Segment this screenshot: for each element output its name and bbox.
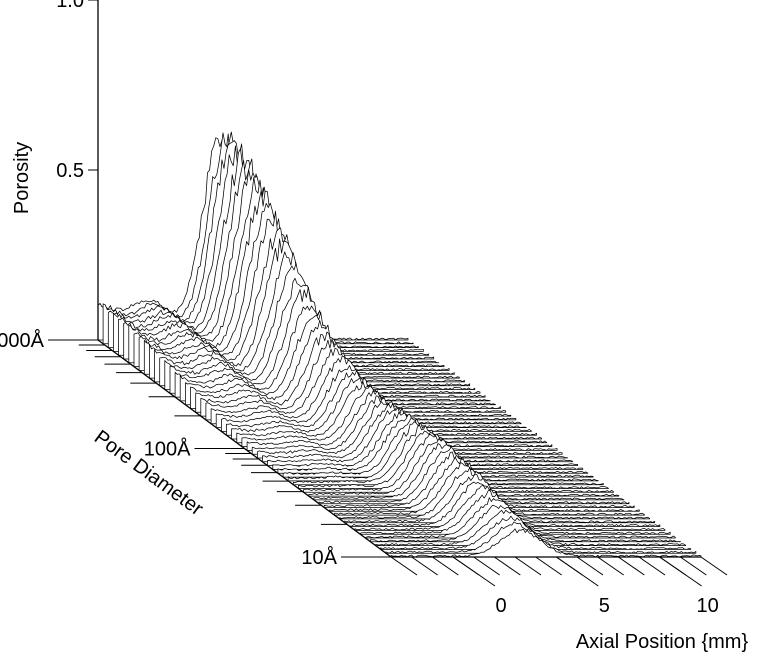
x-minor-tick (411, 556, 438, 576)
x-axis-label: Axial Position {mm} (576, 631, 749, 653)
x-minor-tick (494, 556, 521, 576)
depth-tick-label: 10Å (301, 546, 337, 569)
x-minor-tick (432, 556, 459, 576)
x-minor-tick (700, 556, 728, 576)
x-minor-tick (618, 556, 645, 576)
z-tick-label: 1.0 (56, 0, 84, 12)
x-tick-label: 5 (599, 595, 610, 617)
x-tick-label: 10 (697, 595, 719, 617)
x-tick (452, 556, 496, 587)
depth-tick-label: 100Å (144, 438, 191, 461)
x-minor-tick (576, 556, 604, 576)
surface-trace (390, 528, 702, 558)
x-minor-tick (597, 556, 624, 576)
x-minor-tick (514, 556, 542, 576)
z-axis-label: Porosity (11, 142, 33, 214)
x-minor-tick (680, 556, 707, 576)
x-minor-tick (473, 556, 500, 576)
depth-tick-label: 1000Å (0, 329, 45, 352)
x-tick-label: 0 (495, 595, 506, 617)
axes: 0.5 1.0 10Å 100Å 1000Å 0 5 10 (0, 0, 728, 617)
x-tick (556, 556, 599, 587)
x-tick (659, 556, 702, 587)
x-minor-tick (535, 556, 562, 576)
x-minor-tick (390, 556, 418, 576)
x-minor-tick (638, 556, 666, 576)
waterfall-surface (97, 131, 702, 558)
z-tick-label: 0.5 (56, 160, 84, 182)
